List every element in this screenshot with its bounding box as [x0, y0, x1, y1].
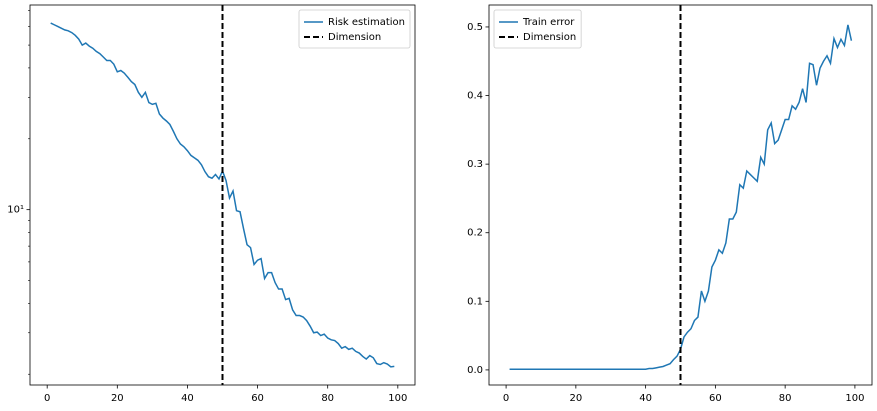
- x-tick-label: 20: [111, 393, 124, 404]
- legend-box: [493, 9, 582, 49]
- axes-frame: [29, 4, 416, 386]
- x-tick-label: 80: [779, 393, 792, 404]
- x-tick-label: 100: [388, 393, 407, 404]
- legend: Train error Dimension: [493, 9, 582, 49]
- legend-label: Dimension: [523, 32, 576, 43]
- y-tick-label: 0.3: [467, 159, 483, 170]
- y-tick-label: 10¹: [7, 205, 24, 216]
- legend-label: Risk estimation: [328, 17, 405, 28]
- legend-label: Train error: [522, 17, 575, 28]
- legend-label: Dimension: [328, 32, 381, 43]
- legend-box: [298, 9, 411, 49]
- axes-frame: [488, 4, 873, 386]
- y-tick-label: 0.4: [467, 91, 483, 102]
- y-tick-label: 0.5: [467, 22, 483, 33]
- legend: Risk estimation Dimension: [298, 9, 411, 49]
- x-tick-label: 20: [569, 393, 582, 404]
- x-tick-label: 80: [321, 393, 334, 404]
- x-tick-label: 0: [44, 393, 50, 404]
- x-tick-label: 60: [251, 393, 264, 404]
- y-tick-label: 0.1: [467, 296, 483, 307]
- x-tick-label: 0: [503, 393, 509, 404]
- x-tick-label: 60: [709, 393, 722, 404]
- x-tick-label: 40: [181, 393, 194, 404]
- y-tick-label: 0.2: [467, 228, 483, 239]
- x-tick-label: 100: [845, 393, 864, 404]
- y-tick-label: 0.0: [467, 365, 483, 376]
- x-tick-label: 40: [639, 393, 652, 404]
